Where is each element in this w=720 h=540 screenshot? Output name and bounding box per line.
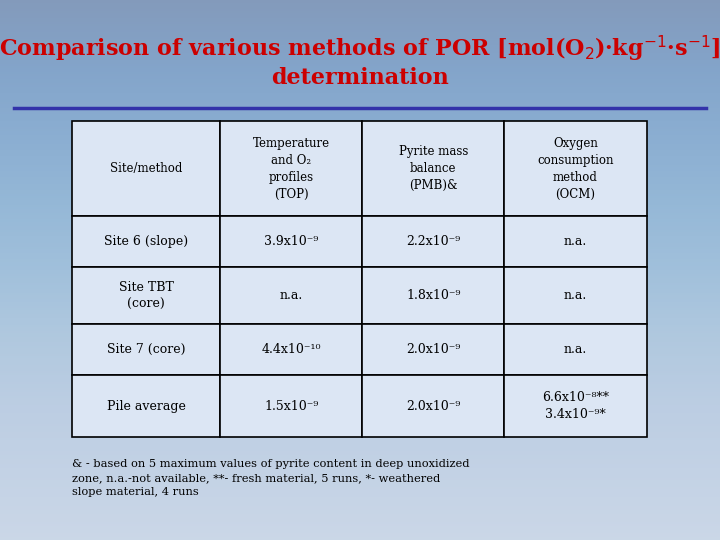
Text: Site TBT
(core): Site TBT (core) (119, 281, 174, 310)
Bar (220, 216, 362, 267)
Bar (362, 216, 505, 267)
Bar (362, 267, 505, 324)
Bar (220, 324, 362, 375)
Text: n.a.: n.a. (564, 343, 587, 356)
Bar (72, 324, 220, 375)
Text: 1.8x10⁻⁹: 1.8x10⁻⁹ (406, 289, 461, 302)
Bar (505, 267, 647, 324)
Text: 2.0x10⁻⁹: 2.0x10⁻⁹ (406, 343, 461, 356)
Bar (362, 122, 505, 216)
Text: Comparison of various methods of POR [mol(O$_2$)·kg$^{-1}$·s$^{-1}$]: Comparison of various methods of POR [mo… (0, 33, 720, 64)
Text: 3.9x10⁻⁹: 3.9x10⁻⁹ (264, 235, 318, 248)
Text: n.a.: n.a. (279, 289, 303, 302)
Text: Site 7 (core): Site 7 (core) (107, 343, 185, 356)
Bar (505, 122, 647, 216)
Text: determination: determination (271, 68, 449, 89)
Text: 6.6x10⁻⁸**
3.4x10⁻⁹*: 6.6x10⁻⁸** 3.4x10⁻⁹* (542, 392, 609, 421)
Text: 1.5x10⁻⁹: 1.5x10⁻⁹ (264, 400, 318, 413)
Text: Site 6 (slope): Site 6 (slope) (104, 235, 188, 248)
Text: 2.0x10⁻⁹: 2.0x10⁻⁹ (406, 400, 461, 413)
Text: 2.2x10⁻⁹: 2.2x10⁻⁹ (406, 235, 461, 248)
Text: & - based on 5 maximum values of pyrite content in deep unoxidized
zone, n.a.-no: & - based on 5 maximum values of pyrite … (72, 459, 469, 497)
Text: Site/method: Site/method (110, 162, 182, 176)
Text: Pyrite mass
balance
(PMB)&: Pyrite mass balance (PMB)& (399, 145, 468, 192)
Bar (505, 216, 647, 267)
Bar (220, 122, 362, 216)
Text: 4.4x10⁻¹⁰: 4.4x10⁻¹⁰ (261, 343, 321, 356)
Text: Pile average: Pile average (107, 400, 186, 413)
Bar (362, 375, 505, 437)
Bar (72, 375, 220, 437)
Text: n.a.: n.a. (564, 289, 587, 302)
Bar (72, 267, 220, 324)
Bar (220, 375, 362, 437)
Bar (72, 122, 220, 216)
Bar (72, 216, 220, 267)
Bar (505, 324, 647, 375)
Text: Oxygen
consumption
method
(OCM): Oxygen consumption method (OCM) (537, 137, 613, 201)
Bar (505, 375, 647, 437)
Bar (220, 267, 362, 324)
Bar (362, 324, 505, 375)
Text: n.a.: n.a. (564, 235, 587, 248)
Text: Temperature
and O₂
profiles
(TOP): Temperature and O₂ profiles (TOP) (253, 137, 330, 201)
